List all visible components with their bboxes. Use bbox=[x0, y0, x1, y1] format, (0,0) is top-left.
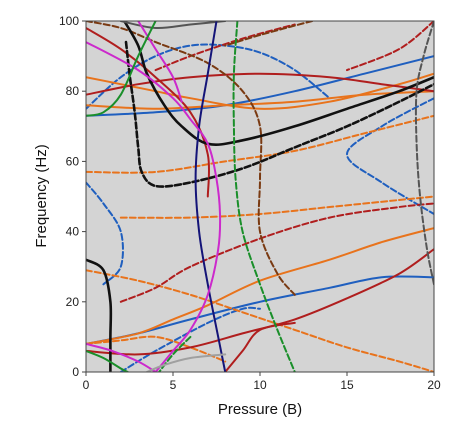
series-line-32 bbox=[86, 21, 157, 117]
series-line-7 bbox=[86, 90, 434, 110]
series-line-27 bbox=[119, 21, 227, 30]
series-line-11 bbox=[119, 195, 434, 219]
y-axis-label: Frequency (Hz) bbox=[33, 144, 50, 247]
x-tick-label: 10 bbox=[253, 378, 267, 392]
series-line-1 bbox=[86, 55, 434, 117]
y-tick-label: 60 bbox=[66, 154, 80, 168]
series-line-35 bbox=[158, 335, 192, 372]
series-layer bbox=[86, 21, 434, 372]
y-tick-label: 100 bbox=[59, 14, 79, 28]
y-tick-label: 40 bbox=[66, 225, 80, 239]
series-line-21 bbox=[86, 21, 296, 296]
y-tick-label: 20 bbox=[66, 295, 80, 309]
y-tick-label: 0 bbox=[72, 365, 79, 379]
series-line-30 bbox=[86, 342, 157, 372]
x-tick-label: 20 bbox=[427, 378, 441, 392]
series-line-17 bbox=[86, 27, 211, 198]
x-tick-label: 15 bbox=[340, 378, 354, 392]
series-line-3 bbox=[86, 43, 331, 110]
series-line-24 bbox=[86, 258, 113, 372]
series-line-31 bbox=[137, 21, 183, 103]
series-line-14 bbox=[86, 72, 434, 96]
series-line-19 bbox=[154, 23, 296, 72]
series-line-20 bbox=[346, 21, 434, 72]
series-line-12 bbox=[86, 269, 434, 372]
series-line-28 bbox=[194, 21, 227, 372]
series-line-25 bbox=[124, 40, 434, 188]
series-line-34 bbox=[232, 21, 296, 372]
y-tick-label: 80 bbox=[66, 84, 80, 98]
series-line-26 bbox=[414, 21, 434, 286]
series-line-4 bbox=[86, 181, 124, 286]
series-line-36 bbox=[145, 353, 227, 372]
series-line-16 bbox=[224, 321, 296, 372]
series-line-5 bbox=[345, 97, 434, 215]
ticks-layer: 0 5 10 15 20 0 20 40 60 80 100 bbox=[59, 14, 441, 392]
x-tick-label: 5 bbox=[170, 378, 177, 392]
series-line-18 bbox=[119, 202, 434, 303]
series-line-8 bbox=[86, 227, 434, 345]
series-line-33 bbox=[86, 349, 129, 372]
series-line-29 bbox=[86, 41, 222, 372]
series-line-22 bbox=[224, 21, 314, 47]
series-line-6 bbox=[119, 306, 261, 372]
x-tick-label: 0 bbox=[83, 378, 90, 392]
x-axis-label: Pressure (B) bbox=[218, 401, 302, 418]
